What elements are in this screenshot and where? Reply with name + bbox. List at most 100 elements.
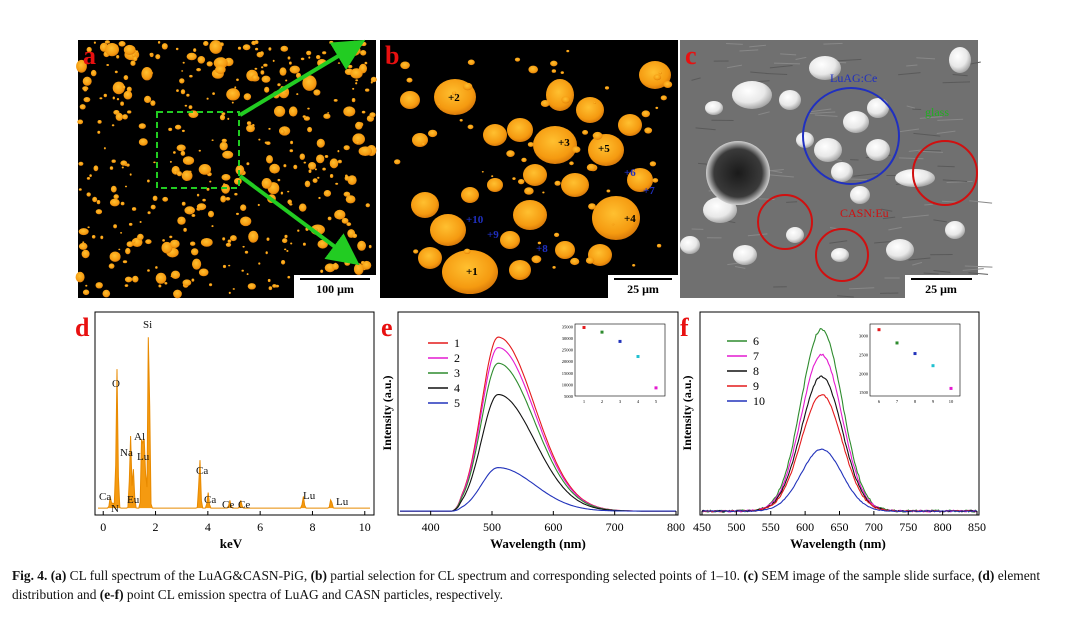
phosphor-particle [211, 225, 214, 228]
phosphor-particle [537, 241, 542, 245]
phosphor-particle [576, 97, 604, 123]
phosphor-particle [358, 146, 372, 156]
phosphor-particle [514, 57, 521, 62]
phosphor-particle [350, 68, 363, 79]
casn-region [815, 228, 869, 282]
phosphor-particle [149, 53, 153, 56]
phosphor-particle [506, 150, 515, 158]
phosphor-particle [945, 221, 965, 239]
phosphor-particle [329, 158, 339, 169]
phosphor-particle [227, 117, 230, 120]
phosphor-particle [175, 47, 179, 51]
phosphor-particle [82, 76, 92, 86]
phosphor-particle [113, 194, 119, 200]
inset-point [582, 325, 586, 329]
phosphor-particle [90, 69, 97, 77]
phosphor-particle [81, 249, 90, 259]
phosphor-particle [452, 91, 457, 95]
phosphor-particle [75, 271, 85, 283]
phosphor-particle [406, 77, 413, 83]
point-label: +2 [448, 92, 460, 104]
legend-label: 4 [454, 381, 460, 395]
phosphor-particle [362, 260, 372, 270]
selection-box [156, 111, 240, 189]
figure-4: 100 μm a +1 +2 +3 +4 +5 +6 +7 +8 +9+10 25 μm b L… [75, 39, 993, 551]
peak-label: Ca [99, 491, 111, 503]
phosphor-particle [554, 232, 560, 237]
phosphor-particle [177, 216, 186, 225]
luag-label: LuAG:Ce [830, 71, 877, 85]
phosphor-particle [231, 101, 234, 104]
phosphor-particle [368, 244, 372, 249]
phosphor-particle [130, 60, 136, 66]
phosphor-particle [287, 199, 293, 205]
phosphor-particle [572, 146, 581, 153]
phosphor-particle [254, 40, 259, 45]
phosphor-particle [76, 59, 87, 73]
phosphor-particle [242, 44, 251, 51]
phosphor-particle [361, 41, 367, 47]
phosphor-particle [147, 179, 150, 183]
phosphor-particle [258, 138, 261, 141]
phosphor-particle [277, 83, 281, 87]
phosphor-particle [585, 257, 595, 264]
phosphor-particle [344, 260, 351, 266]
phosphor-particle [93, 41, 96, 44]
phosphor-particle [296, 93, 299, 96]
zoom-arrow [238, 39, 366, 117]
phosphor-particle [162, 196, 169, 202]
phosphor-particle [593, 101, 597, 104]
phosphor-particle [320, 269, 324, 273]
phosphor-particle [86, 192, 91, 197]
phosphor-particle [122, 260, 128, 264]
phosphor-particle [123, 44, 136, 55]
phosphor-particle [87, 226, 90, 229]
phosphor-particle [131, 207, 137, 211]
phosphor-particle [100, 235, 104, 240]
phosphor-particle [173, 151, 176, 154]
phosphor-particle [111, 124, 115, 127]
phosphor-particle [236, 212, 239, 216]
phosphor-particle [158, 284, 162, 288]
phosphor-particle [592, 196, 640, 240]
phosphor-particle [203, 41, 209, 46]
phosphor-particle [394, 159, 401, 165]
phosphor-particle [886, 239, 914, 261]
phosphor-particle [173, 289, 182, 299]
phosphor-particle [198, 164, 212, 175]
phosphor-particle [280, 191, 284, 195]
inset-tick-label: 2500 [859, 352, 869, 357]
casn-region [912, 140, 978, 206]
phosphor-particle [467, 59, 475, 66]
phosphor-particle [213, 57, 228, 69]
inset-tick-label: 1500 [859, 390, 869, 395]
tick-label: 4 [205, 520, 211, 534]
phosphor-particle [169, 235, 173, 239]
legend-label: 2 [454, 351, 460, 365]
phosphor-particle [644, 127, 653, 134]
inset-point [913, 352, 917, 356]
phosphor-particle [191, 248, 199, 256]
phosphor-particle [531, 255, 542, 264]
tick-label: 700 [865, 520, 883, 534]
phosphor-particle [202, 198, 206, 202]
phosphor-particle [312, 178, 318, 184]
phosphor-particle [733, 245, 757, 265]
phosphor-particle [121, 166, 124, 169]
phosphor-particle [105, 43, 119, 57]
phosphor-particle [124, 185, 128, 188]
phosphor-particle [196, 68, 202, 72]
phosphor-particle [169, 239, 180, 249]
phosphor-particle [78, 242, 88, 250]
spectrum-line [701, 375, 977, 513]
phosphor-particle [254, 67, 258, 70]
phosphor-particle [850, 186, 870, 204]
phosphor-particle [124, 276, 133, 283]
phosphor-particle [176, 171, 182, 177]
phosphor-particle [334, 209, 346, 220]
phosphor-particle [219, 42, 224, 47]
phosphor-particle [462, 82, 473, 91]
phosphor-particle [588, 134, 624, 166]
inset-tick-label: 10 [949, 399, 954, 404]
phosphor-particle [154, 198, 157, 201]
